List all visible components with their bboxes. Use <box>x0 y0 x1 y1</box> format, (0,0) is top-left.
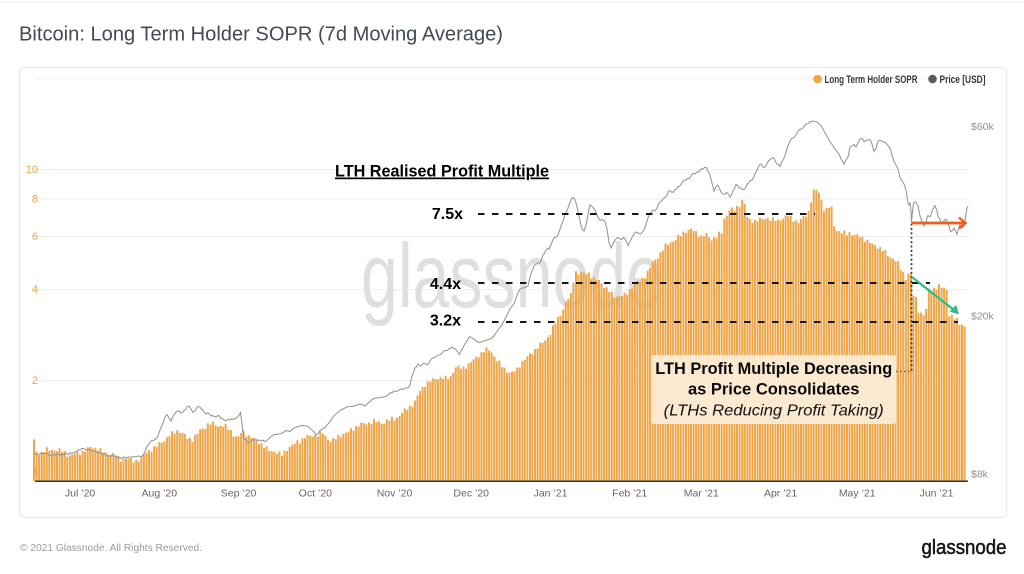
svg-text:(LTHs Reducing Profit Taking): (LTHs Reducing Profit Taking) <box>664 403 884 420</box>
svg-text:3.2x: 3.2x <box>430 313 461 330</box>
svg-text:4: 4 <box>32 284 38 296</box>
svg-text:© 2021 Glassnode. All Rights R: © 2021 Glassnode. All Rights Reserved. <box>20 542 202 554</box>
svg-text:Mar ’21: Mar ’21 <box>684 488 719 500</box>
svg-text:1: 1 <box>32 466 38 478</box>
svg-text:as Price Consolidates: as Price Consolidates <box>688 381 860 399</box>
svg-text:7.5x: 7.5x <box>432 206 463 223</box>
svg-text:Jun ’21: Jun ’21 <box>920 488 954 500</box>
svg-text:Dec ’20: Dec ’20 <box>453 488 489 500</box>
svg-text:2: 2 <box>32 375 38 387</box>
svg-text:Aug ’20: Aug ’20 <box>141 488 177 500</box>
svg-text:$8k: $8k <box>971 469 989 481</box>
svg-text:glassnode: glassnode <box>922 537 1007 559</box>
svg-text:Apr ’21: Apr ’21 <box>764 488 797 500</box>
svg-text:Sep ’20: Sep ’20 <box>221 488 257 500</box>
svg-text:LTH Realised Profit Multiple: LTH Realised Profit Multiple <box>335 162 549 181</box>
svg-text:10: 10 <box>26 164 38 176</box>
svg-text:Oct ’20: Oct ’20 <box>299 488 332 500</box>
svg-text:Price [USD]: Price [USD] <box>940 74 986 86</box>
svg-text:Jan ’21: Jan ’21 <box>534 488 568 500</box>
svg-text:4.4x: 4.4x <box>430 276 461 293</box>
svg-text:May ’21: May ’21 <box>839 488 876 500</box>
svg-text:Feb ’21: Feb ’21 <box>612 488 647 500</box>
svg-text:LTH Profit Multiple Decreasing: LTH Profit Multiple Decreasing <box>655 360 892 378</box>
svg-text:$60k: $60k <box>971 121 995 133</box>
svg-text:8: 8 <box>32 193 38 205</box>
svg-text:Jul ’20: Jul ’20 <box>65 488 96 500</box>
svg-text:$20k: $20k <box>971 311 995 323</box>
svg-text:Bitcoin: Long Term Holder SOPR: Bitcoin: Long Term Holder SOPR (7d Movin… <box>19 24 503 46</box>
svg-text:Nov ’20: Nov ’20 <box>377 488 413 500</box>
svg-text:Long Term Holder SOPR: Long Term Holder SOPR <box>825 74 918 86</box>
svg-text:6: 6 <box>32 231 38 243</box>
